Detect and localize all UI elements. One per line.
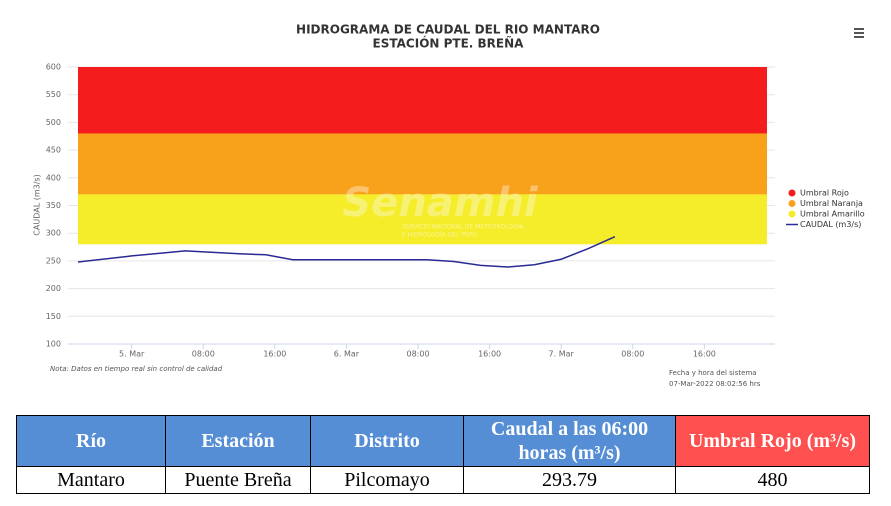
- y-tick-label: 600: [46, 63, 61, 72]
- cell: Mantaro: [16, 466, 166, 494]
- legend-marker: [788, 189, 796, 197]
- table-header: Río Estación Distrito Caudal a las 06:00…: [16, 415, 870, 467]
- data-table: Río Estación Distrito Caudal a las 06:00…: [16, 415, 870, 494]
- header-cell: Umbral Rojo (m³/s): [675, 415, 870, 467]
- system-time-label: Fecha y hora del sistema: [669, 369, 757, 377]
- y-tick-label: 450: [46, 146, 61, 155]
- watermark-subtitle: SERVICIO NACIONAL DE METEOROLOGÍA: [402, 224, 525, 231]
- header-cell: Estación: [165, 415, 311, 467]
- y-tick-label: 400: [46, 173, 61, 182]
- x-tick-label: 16:00: [693, 350, 716, 359]
- cell: Pilcomayo: [310, 466, 464, 494]
- header-cell: Caudal a las 06:00 horas (m³/s): [463, 415, 676, 467]
- cell: 480: [675, 466, 870, 494]
- note: Nota: Datos en tiempo real sin control d…: [50, 365, 223, 373]
- y-tick-label: 100: [46, 340, 61, 349]
- cell: 293.79: [463, 466, 676, 494]
- y-tick-label: 200: [46, 284, 61, 293]
- y-tick-label: 150: [46, 312, 61, 321]
- legend-label: Umbral Amarillo: [800, 210, 865, 219]
- legend-marker: [788, 210, 796, 218]
- threshold-band: [78, 133, 767, 195]
- y-tick-label: 550: [46, 90, 61, 99]
- legend-marker: [788, 200, 796, 207]
- legend-label: CAUDAL (m3/s): [800, 220, 861, 229]
- x-tick-label: 16:00: [263, 350, 286, 359]
- y-axis-label: CAUDAL (m3/s): [33, 174, 42, 235]
- x-tick-label: 08:00: [192, 350, 215, 359]
- chart-title: HIDROGRAMA DE CAUDAL DEL RIO MANTARO: [296, 23, 600, 37]
- x-tick-label: 08:00: [621, 350, 644, 359]
- watermark: Senamhi: [342, 180, 539, 226]
- cell: Puente Breña: [165, 466, 311, 494]
- chart-subtitle: ESTACIÓN PTE. BREÑA: [373, 36, 525, 51]
- header-cell: Río: [16, 415, 166, 467]
- y-tick-label: 250: [46, 256, 61, 265]
- chart: HIDROGRAMA DE CAUDAL DEL RIO MANTARO EST…: [33, 23, 865, 389]
- header-cell: Distrito: [310, 415, 464, 467]
- y-tick-label: 350: [46, 201, 61, 210]
- threshold-band: [78, 194, 767, 245]
- x-tick-label: 16:00: [478, 350, 501, 359]
- system-time: 07-Mar-2022 08:02:56 hrs: [669, 380, 761, 388]
- table-row: Mantaro Puente Breña Pilcomayo 293.79 48…: [16, 466, 870, 494]
- legend-label: Umbral Rojo: [800, 189, 849, 198]
- legend-label: Umbral Naranja: [800, 199, 863, 208]
- x-tick-label: 5. Mar: [119, 350, 145, 359]
- y-tick-label: 300: [46, 229, 61, 238]
- threshold-band: [78, 67, 767, 134]
- x-tick-label: 7. Mar: [549, 350, 575, 359]
- data-line: [77, 235, 616, 268]
- watermark-subtitle: E HIDROLOGÍA DEL PERÚ: [402, 232, 477, 239]
- x-tick-label: 6. Mar: [334, 350, 360, 359]
- menu-button[interactable]: [854, 28, 864, 38]
- x-tick-label: 08:00: [406, 350, 429, 359]
- y-tick-label: 500: [46, 118, 61, 127]
